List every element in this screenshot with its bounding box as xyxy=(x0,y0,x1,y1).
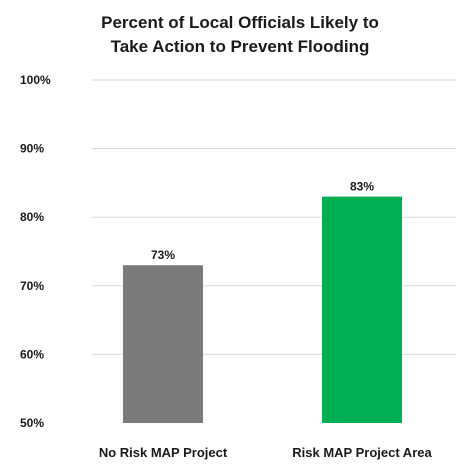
bar xyxy=(322,196,402,423)
data-label: 73% xyxy=(151,248,175,262)
y-tick-label: 80% xyxy=(20,210,44,224)
chart-title-line-2: Take Action to Prevent Flooding xyxy=(111,37,370,56)
x-category-label: Risk MAP Project Area xyxy=(292,445,432,460)
bar xyxy=(123,265,203,423)
bars: 73% 83% xyxy=(123,180,402,423)
y-tick-label: 90% xyxy=(20,142,44,156)
data-label: 83% xyxy=(350,180,374,194)
y-tick-label: 50% xyxy=(20,416,44,430)
y-tick-label: 60% xyxy=(20,347,44,361)
y-axis: 50% 60% 70% 80% 90% 100% xyxy=(20,73,51,430)
chart-title-line-1: Percent of Local Officials Likely to xyxy=(101,13,379,32)
y-tick-label: 70% xyxy=(20,279,44,293)
x-axis: No Risk MAP Project Risk MAP Project Area xyxy=(99,445,433,460)
x-category-label: No Risk MAP Project xyxy=(99,445,228,460)
y-tick-label: 100% xyxy=(20,73,51,87)
